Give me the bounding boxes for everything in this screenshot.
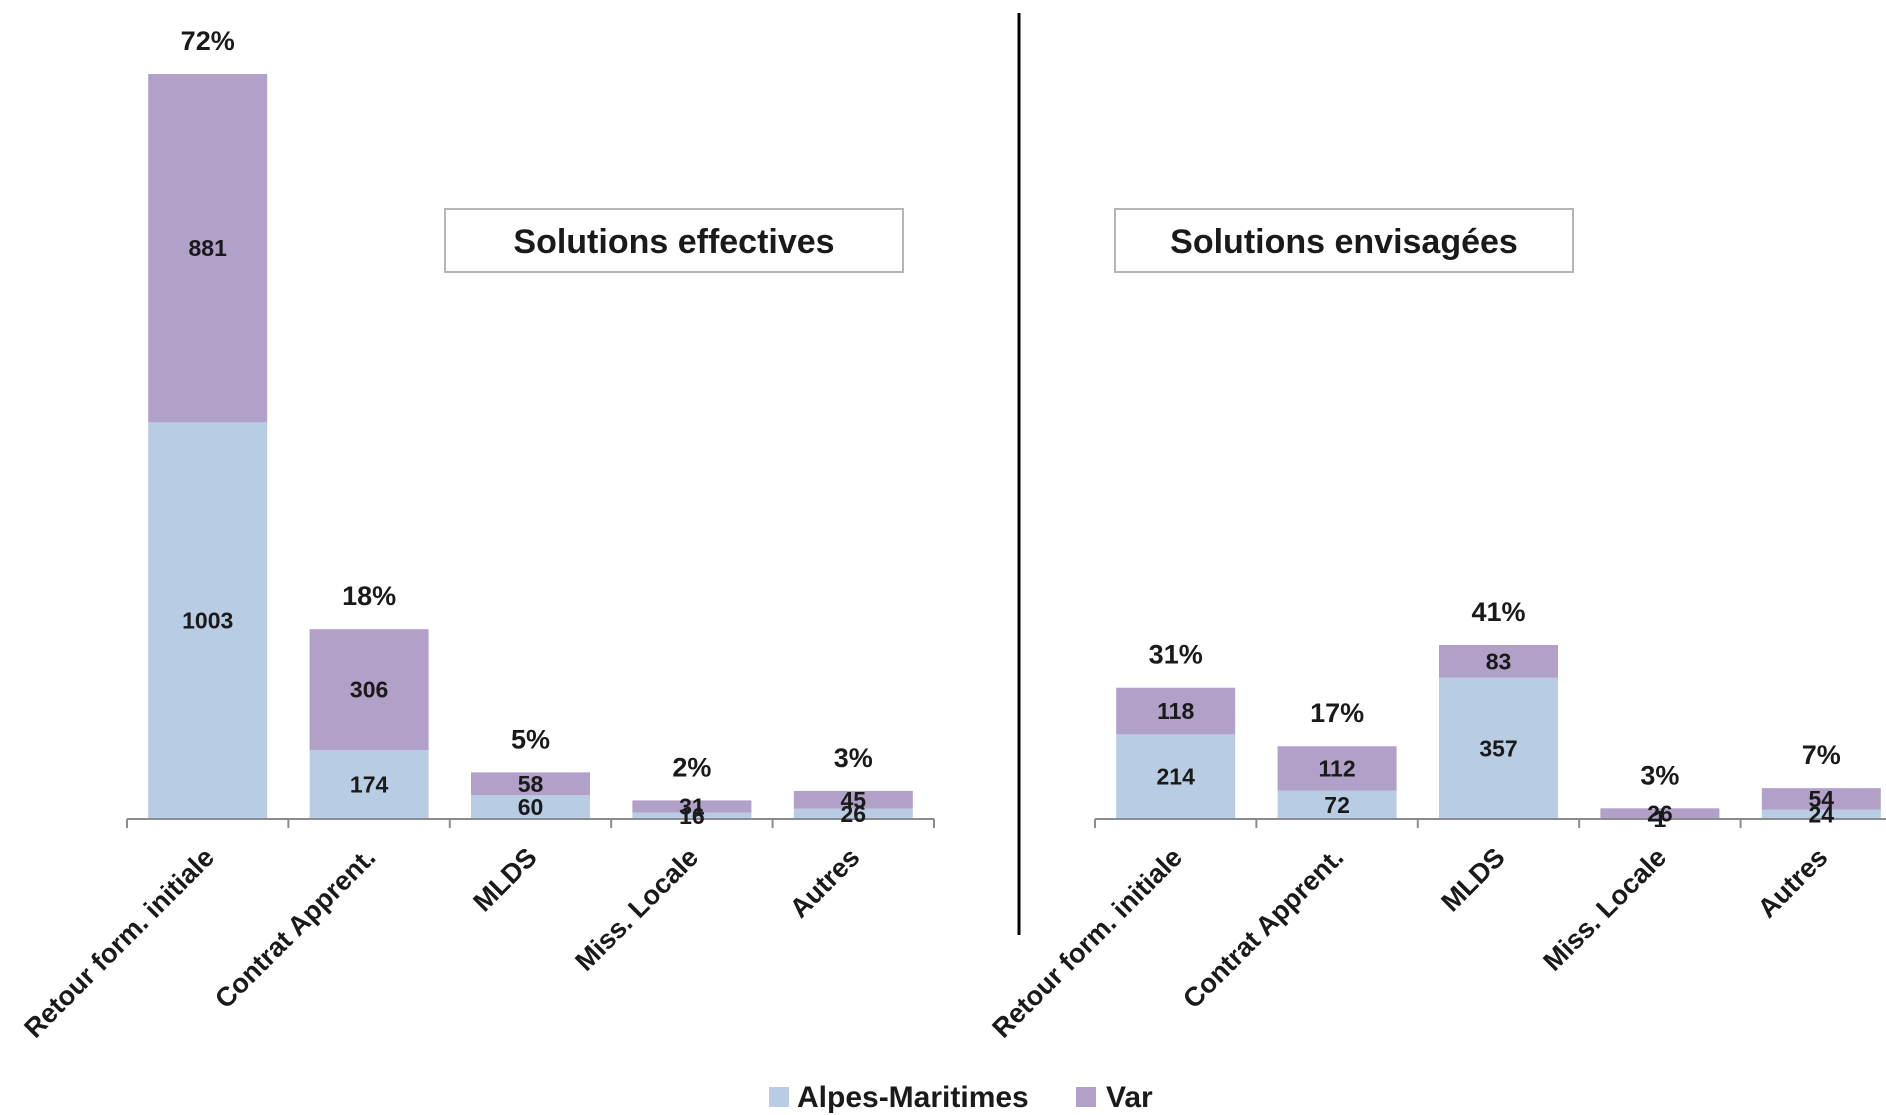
bar-alpes-maritimes-miss-locale <box>632 812 752 819</box>
x-tick-label: Contrat Apprent. <box>209 842 381 1014</box>
x-tick-label: Retour form. initiale <box>986 842 1188 1044</box>
bar-alpes-maritimes-autres <box>793 808 913 819</box>
bar-alpes-maritimes-retour-form-initiale <box>148 422 268 819</box>
bar-var-contrat-apprent <box>309 629 429 751</box>
percent-label: 17% <box>1310 698 1364 728</box>
bar-alpes-maritimes-contrat-apprent <box>309 750 429 819</box>
data-label-alpes-maritimes: 26 <box>841 801 867 827</box>
data-label-var: 54 <box>1809 786 1835 812</box>
panel-title-box-envisagees <box>1114 208 1574 273</box>
data-label-var: 118 <box>1157 698 1194 724</box>
data-label-alpes-maritimes: 1 <box>1654 806 1667 832</box>
bar-var-retour-form-initiale <box>1116 687 1236 735</box>
panel-title-envisagees: Solutions envisagées <box>1170 223 1518 261</box>
data-label-var: 881 <box>189 235 228 261</box>
axis-layer <box>126 818 1886 828</box>
data-label-alpes-maritimes: 1003 <box>182 608 233 634</box>
data-label-var: 306 <box>350 677 388 703</box>
data-label-var: 31 <box>679 794 705 820</box>
bar-alpes-maritimes-contrat-apprent <box>1277 790 1397 819</box>
percent-label: 5% <box>511 724 550 754</box>
percent-label: 2% <box>672 752 711 782</box>
percent-label: 3% <box>834 743 873 773</box>
data-label-var: 58 <box>518 771 544 797</box>
data-label-var: 45 <box>841 787 867 813</box>
panel-title-box-effectives <box>444 208 904 273</box>
legend-label-var: Var <box>1106 1081 1153 1114</box>
data-label-alpes-maritimes: 72 <box>1324 792 1350 818</box>
data-label-var: 26 <box>1647 800 1673 826</box>
percent-label: 3% <box>1640 760 1679 790</box>
data-label-var: 112 <box>1319 755 1356 781</box>
bar-alpes-maritimes-mlds <box>1439 677 1558 819</box>
data-label-alpes-maritimes: 357 <box>1479 735 1517 761</box>
data-label-alpes-maritimes: 214 <box>1157 764 1196 790</box>
x-tick-label: MLDS <box>467 842 542 917</box>
bar-var-contrat-apprent <box>1277 746 1397 791</box>
bar-var-autres <box>1761 788 1881 810</box>
bar-alpes-maritimes-autres <box>1761 809 1881 819</box>
x-tick-label: Autres <box>1752 842 1834 924</box>
percent-label: 41% <box>1471 597 1525 627</box>
x-tick-label: Miss. Locale <box>1537 842 1672 977</box>
bar-alpes-maritimes-mlds <box>471 795 590 819</box>
x-tick-label: Autres <box>784 842 866 924</box>
bar-var-mlds <box>471 772 590 796</box>
bar-var-miss-locale <box>1600 808 1720 819</box>
percent-label: 72% <box>181 26 235 56</box>
data-label-alpes-maritimes: 16 <box>679 803 705 829</box>
x-tick-label: Retour form. initiale <box>18 842 220 1044</box>
bar-alpes-maritimes-retour-form-initiale <box>1116 734 1236 819</box>
data-label-var: 83 <box>1486 648 1512 674</box>
legend-swatch-var <box>1076 1087 1096 1107</box>
legend-label-alpes-maritimes: Alpes-Maritimes <box>797 1081 1029 1114</box>
data-label-alpes-maritimes: 60 <box>518 794 544 820</box>
bar-var-mlds <box>1439 645 1558 678</box>
percent-label: 7% <box>1802 740 1841 770</box>
x-tick-label: MLDS <box>1435 842 1510 917</box>
labels-layer: 1003 881 72% Retour form. initiale 174 306 18%… <box>18 26 1840 1044</box>
percent-label: 18% <box>342 581 396 611</box>
legend: Alpes-Maritimes Var <box>769 1081 1153 1114</box>
data-label-alpes-maritimes: 24 <box>1809 801 1835 827</box>
bars-layer <box>148 74 1881 820</box>
legend-swatch-alpes-maritimes <box>769 1087 789 1107</box>
data-label-alpes-maritimes: 174 <box>350 772 389 798</box>
bar-var-miss-locale <box>632 800 752 813</box>
percent-label: 31% <box>1149 640 1203 670</box>
panel-title-effectives: Solutions effectives <box>513 223 834 261</box>
bar-var-autres <box>793 790 913 809</box>
x-tick-label: Miss. Locale <box>569 842 704 977</box>
bar-var-retour-form-initiale <box>148 74 268 423</box>
x-tick-label: Contrat Apprent. <box>1177 842 1349 1014</box>
